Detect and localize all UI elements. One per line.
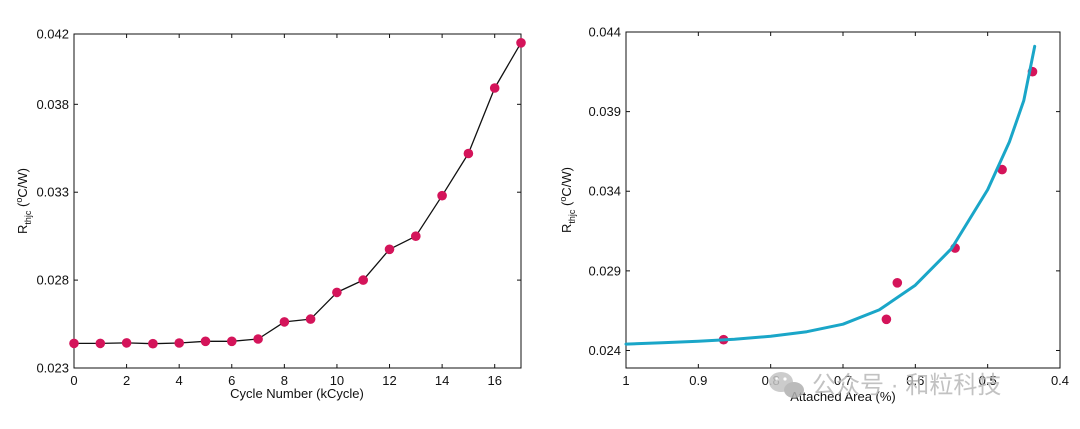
x-tick-label: 8: [281, 373, 288, 388]
data-point: [384, 244, 395, 255]
y-label-main: R: [15, 225, 30, 234]
x-tick-label: 0.7: [834, 373, 852, 388]
x-tick-label: 14: [435, 373, 449, 388]
data-point: [358, 275, 369, 285]
wechat-icon: [769, 372, 804, 398]
y-tick-label: 0.033: [36, 185, 69, 200]
y-label-main: R: [559, 224, 574, 233]
x-tick-label: 0.9: [689, 373, 707, 388]
data-point: [253, 334, 263, 344]
watermark-text: 公众号 · 和粒科技: [812, 372, 1001, 399]
plot-frame: [625, 31, 1061, 369]
y-tick-label: 0.038: [36, 97, 69, 112]
y-tick-label: 0.044: [588, 25, 621, 40]
y-label-unit-rest: C/W): [559, 167, 574, 197]
y-label-unit-sup: o: [558, 197, 568, 202]
data-point: [332, 287, 342, 298]
data-point: [148, 338, 158, 349]
y-axis-label: Rthjc (oC/W): [14, 168, 33, 234]
x-tick-label: 0: [70, 373, 77, 388]
x-tick-label: 0.4: [1051, 373, 1069, 388]
fit-curve: [624, 44, 1037, 346]
data-point: [411, 231, 421, 241]
x-tick-label: 6: [228, 373, 235, 388]
y-label-sub: thjc: [567, 209, 577, 224]
tick-group: 10.90.80.70.60.50.40.0240.0290.0340.0390…: [588, 25, 1069, 389]
x-axis-label: Cycle Number (kCycle): [230, 386, 364, 401]
y-tick-label: 0.024: [588, 343, 621, 358]
series-group: [69, 38, 526, 349]
x-tick-label: 16: [487, 373, 501, 388]
x-tick-label: 10: [330, 373, 344, 388]
x-tick-label: 0.6: [906, 373, 924, 388]
y-tick-label: 0.023: [36, 361, 69, 376]
x-axis-label: Attached Area (%): [790, 389, 896, 404]
data-point: [305, 314, 316, 324]
y-label-unit-rest: C/W): [15, 168, 30, 198]
x-tick-label: 4: [176, 373, 183, 388]
y-tick-label: 0.042: [36, 27, 69, 42]
tick-group: 0 2 4 6 8 10 12 14 16 0.023 0.028 0.033 0.038 0.042: [36, 27, 521, 388]
data-point: [227, 336, 237, 347]
data-point: [200, 336, 211, 347]
y-label-unit-sup: o: [14, 198, 24, 203]
data-point: [892, 278, 903, 288]
x-tick-label: 1: [622, 373, 629, 388]
series-group: [624, 44, 1038, 346]
data-point: [437, 190, 447, 201]
y-tick-label: 0.029: [588, 263, 621, 278]
data-point: [95, 338, 106, 349]
watermark: 公众号 · 和粒科技: [769, 372, 1001, 399]
y-tick-label: 0.039: [588, 104, 621, 119]
chart-attached-area: 10.90.80.70.60.50.40.0240.0290.0340.0390…: [558, 25, 1069, 405]
data-point: [463, 148, 474, 159]
x-tick-label: 12: [382, 373, 396, 388]
y-tick-label: 0.028: [36, 273, 69, 288]
x-tick-label: 0.5: [979, 373, 997, 388]
data-point: [881, 314, 892, 325]
plot-frame: [73, 33, 522, 369]
y-label-sub: thjc: [23, 210, 33, 225]
chart-cycle-number: 0 2 4 6 8 10 12 14 16 0.023 0.028 0.033 0.038 0.042 C…: [14, 27, 526, 401]
y-label-unit-open: (: [559, 201, 574, 210]
data-point: [489, 83, 500, 93]
data-point: [279, 317, 290, 327]
y-tick-label: 0.034: [588, 184, 621, 199]
y-axis-label: Rthjc (oC/W): [558, 167, 577, 233]
data-point: [997, 164, 1007, 175]
series-line: [73, 42, 522, 345]
data-point: [69, 338, 79, 349]
data-point: [121, 338, 132, 348]
y-label-unit-open: (: [15, 202, 30, 211]
data-point: [516, 38, 526, 48]
data-point: [174, 338, 184, 348]
x-tick-label: 2: [123, 373, 130, 388]
